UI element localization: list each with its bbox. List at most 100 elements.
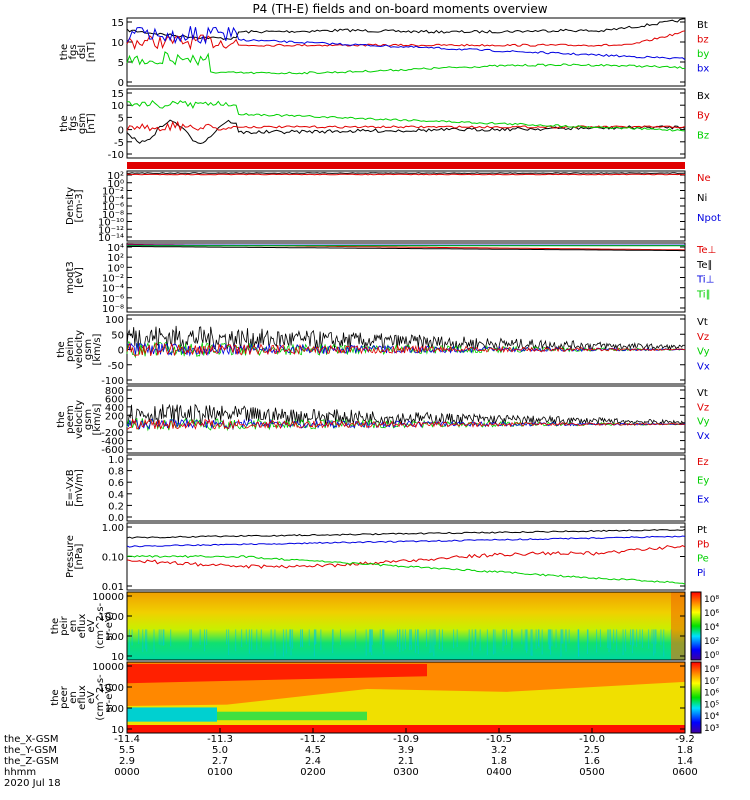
colorbar-tick-label: 10⁷ (704, 677, 719, 687)
y-tick-label: 1.0 (108, 455, 124, 466)
legend-entry: Pb (697, 539, 709, 550)
y-axis-label: Pressure (65, 535, 76, 578)
y-tick-label: 10⁻⁴ (102, 194, 124, 205)
y-tick-label: 10 (111, 652, 124, 663)
colorbar-tick-label: 10⁵ (704, 700, 719, 710)
y-axis-label: the (50, 689, 61, 705)
y-tick-label: 50 (111, 330, 124, 341)
Ne-trace (126, 173, 685, 176)
colorbar-tick-label: 10⁴ (704, 712, 719, 722)
ephemeris-value: 2.4 (305, 756, 321, 767)
ephemeris-value: 3.2 (491, 745, 507, 756)
ephemeris-value: 1.4 (677, 756, 693, 767)
Bt-trace (126, 18, 686, 40)
y-tick-label: 10000 (92, 592, 124, 603)
y-tick-label: 1.00 (102, 523, 124, 534)
ephemeris-row-label: the_Z-GSM (4, 756, 59, 767)
Vx-trace (126, 418, 686, 431)
legend-entry: Vx (697, 361, 710, 372)
peir-spectrogram (127, 592, 685, 660)
y-tick-label: 0.8 (108, 467, 124, 478)
y-axis-label: peem (65, 405, 76, 433)
y-tick-label: 10 (111, 725, 124, 736)
ephemeris-value: -11.4 (114, 734, 140, 745)
y-tick-label: -50 (108, 361, 124, 372)
y-tick-label: -200 (101, 428, 124, 439)
y-tick-label: 0.0 (108, 513, 124, 524)
Vx-trace (126, 342, 686, 357)
panel-frame (126, 88, 686, 159)
y-tick-label: -600 (101, 445, 124, 456)
legend-entry: Pe (697, 554, 709, 565)
ephemeris-value: 0500 (579, 767, 604, 778)
Bz-trace (126, 100, 686, 132)
y-axis-label: eflux (77, 685, 88, 710)
colorbar-tick-label: 10⁶ (704, 609, 719, 619)
legend-entry: Ti∥ (696, 289, 711, 300)
ephemeris-value: 0400 (486, 767, 511, 778)
ephemeris-value: 0300 (393, 767, 418, 778)
y-axis-label: peim (65, 337, 76, 362)
y-tick-label: 10⁻² (102, 274, 124, 285)
peer-spectrogram-low (127, 707, 217, 722)
y-axis-label: gsm (83, 339, 94, 360)
y-tick-label: 0 (118, 346, 124, 357)
y-tick-label: 600 (105, 394, 124, 405)
y-tick-label: 0.4 (108, 490, 124, 501)
ephemeris-value: -10.0 (579, 734, 605, 745)
y-tick-label: 10⁻⁸ (102, 210, 124, 221)
y-axis-label: dsl (77, 45, 88, 59)
y-tick-label: 200 (105, 411, 124, 422)
peir-spectrogram-edge (671, 592, 685, 660)
legend-entry: Vt (697, 388, 708, 399)
y-axis-label: fgs (68, 44, 79, 59)
y-axis-label: [nT] (86, 113, 97, 133)
Vz-trace (126, 418, 686, 430)
y-axis-label: fgs (68, 116, 79, 131)
ephemeris-value: 2.5 (584, 745, 600, 756)
y-tick-label: 400 (105, 403, 124, 414)
legend-entry: Pt (697, 525, 707, 536)
ephemeris-value: 2.9 (119, 756, 135, 767)
ephemeris-value: 0200 (300, 767, 325, 778)
legend-entry: Bt (697, 20, 708, 31)
y-axis-label: gsm (77, 113, 88, 134)
panel-frame (126, 591, 686, 661)
legend-entry: Vy (697, 417, 710, 428)
legend-entry: Ey (697, 476, 709, 487)
legend-entry: Ti⊥ (696, 275, 714, 286)
y-axis-label: (cm^2-s- (95, 602, 106, 649)
colorbar (690, 661, 702, 734)
legend-entry: Bz (697, 130, 709, 141)
legend-entry: Pi (697, 568, 706, 579)
y-tick-label: 0 (118, 78, 124, 89)
y-tick-label: 10⁻⁸ (102, 304, 124, 315)
y-tick-label: 10000 (92, 662, 124, 673)
Vz-trace (126, 342, 686, 357)
y-axis-label: the (56, 411, 67, 427)
colorbar-tick-label: 10⁶ (704, 689, 719, 699)
legend-entry: Ez (697, 457, 709, 468)
ephemeris-value: -9.2 (675, 734, 695, 745)
ephemeris-value: 1.6 (584, 756, 600, 767)
colorbar-tick-label: 10² (704, 637, 719, 647)
legend-entry: bx (697, 64, 709, 75)
y-axis-label: [nPa] (74, 543, 85, 569)
density-band (127, 162, 685, 169)
y-axis-label: moqt3 (65, 261, 76, 294)
y-axis-label: [eV] (74, 267, 85, 288)
y-tick-label: 10² (107, 253, 124, 264)
peer-spectrogram-peak (127, 664, 427, 684)
legend-entry: Vz (697, 402, 709, 413)
y-axis-label: en (68, 691, 79, 704)
legend-entry: Bx (697, 91, 710, 102)
y-axis-label: Density (65, 187, 76, 225)
y-axis-label: velocity (74, 330, 85, 369)
ephemeris-value: -11.2 (300, 734, 326, 745)
legend-entry: Te∥ (696, 260, 713, 271)
bx-trace (126, 26, 686, 61)
y-tick-label: 10⁻¹⁰ (98, 218, 124, 229)
ephemeris-value: 5.5 (119, 745, 135, 756)
y-tick-label: 100 (105, 704, 124, 715)
